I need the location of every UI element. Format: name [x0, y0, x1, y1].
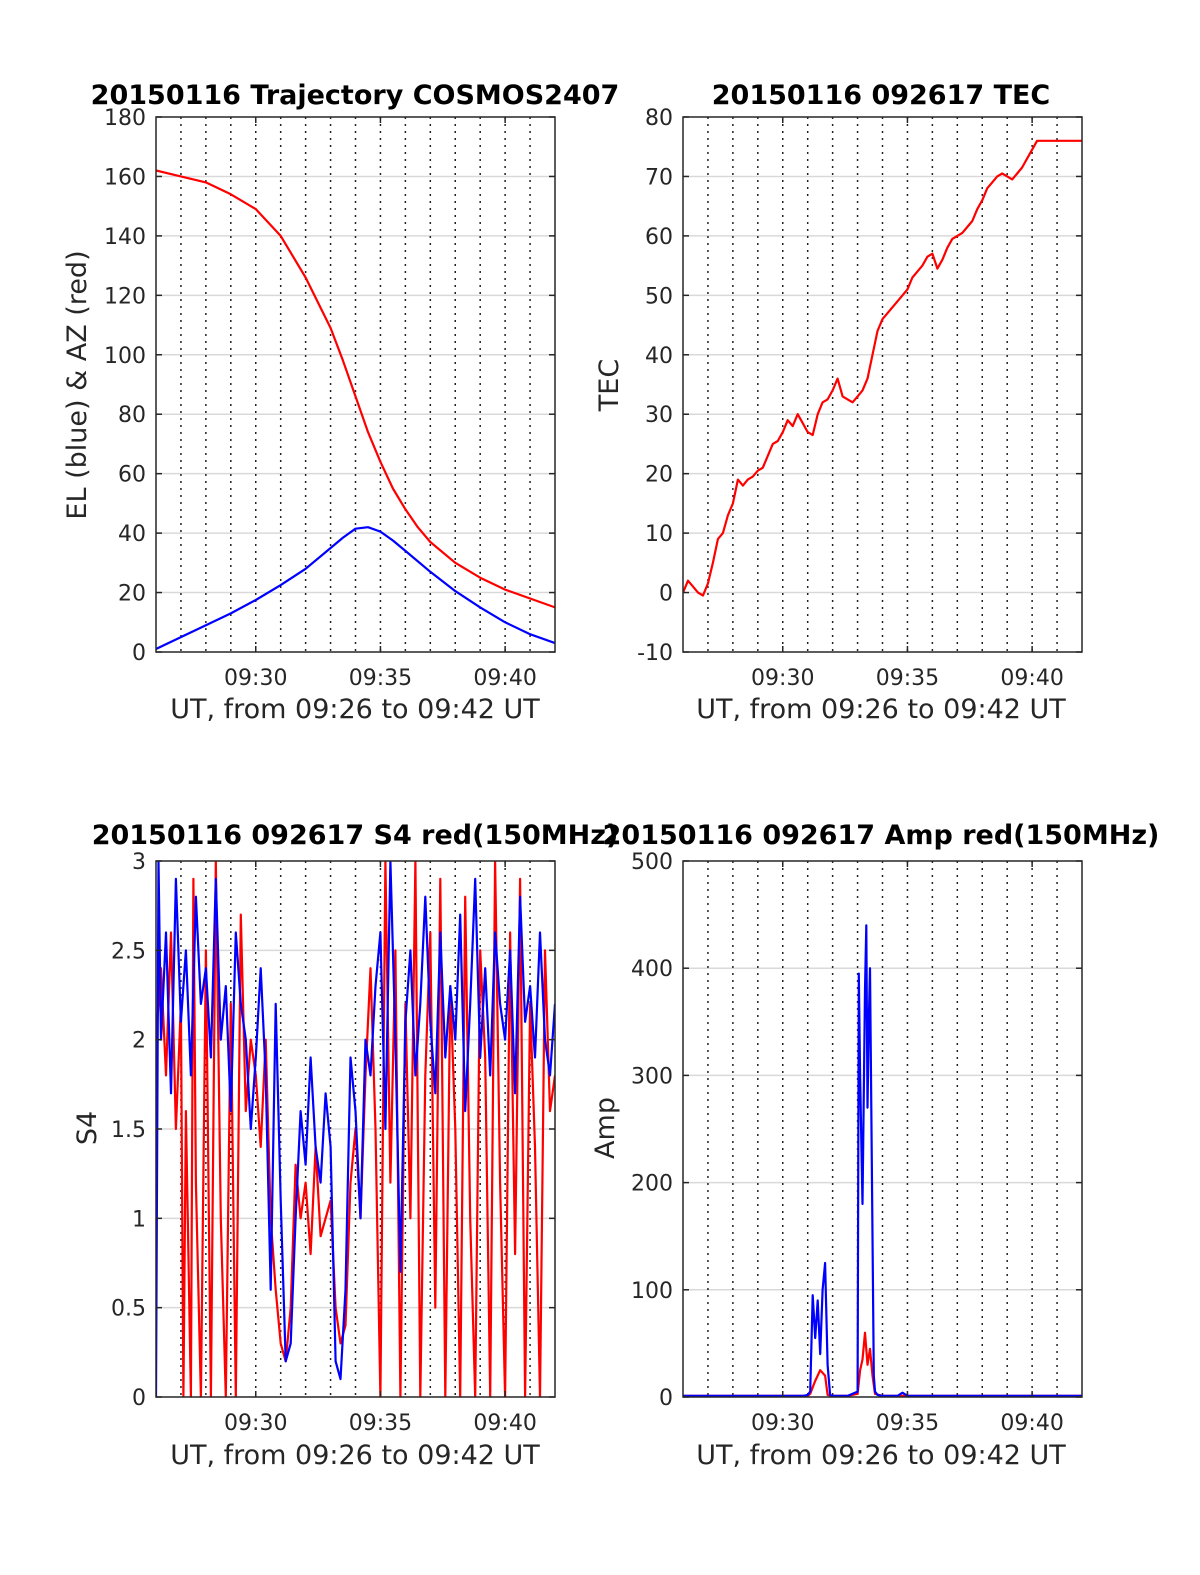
amp-ylabel: Amp — [590, 1097, 621, 1159]
tec-ytick-label: 10 — [645, 522, 673, 547]
tec-ytick-label: 0 — [659, 582, 673, 607]
s4-ytick-label: 3 — [132, 850, 146, 875]
s4-ytick-label: 1.5 — [111, 1118, 146, 1143]
s4-ytick-label: 2 — [132, 1029, 146, 1054]
trajectory-xlabel: UT, from 09:26 to 09:42 UT — [170, 694, 540, 725]
s4-ytick-label: 1 — [132, 1207, 146, 1232]
tec-axes-frame — [682, 116, 1083, 653]
amp-ytick-label: 0 — [659, 1386, 673, 1411]
trajectory-ytick-label: 20 — [118, 582, 146, 607]
trajectory-ytick-label: 80 — [118, 403, 146, 428]
tec-ytick-label: -10 — [637, 641, 673, 666]
amp-series-group — [683, 924, 1082, 1397]
s4-series-group — [156, 861, 555, 1397]
tec-series-line-0 — [683, 139, 1082, 597]
tec-ytick-label: 20 — [645, 463, 673, 488]
tec-xtick-label: 09:30 — [751, 666, 814, 691]
amp-ytick-label: 100 — [631, 1279, 673, 1304]
s4-xtick-label: 09:40 — [473, 1411, 536, 1436]
tec-title: 20150116 092617 TEC — [712, 80, 1051, 111]
trajectory-ytick-label: 180 — [104, 106, 146, 131]
amp-ytick-label: 500 — [631, 850, 673, 875]
trajectory-xtick-label: 09:35 — [349, 666, 412, 691]
trajectory-series-group — [156, 169, 555, 650]
amp-xtick-label: 09:35 — [876, 1411, 939, 1436]
s4-series-line-1 — [156, 861, 555, 1397]
amp-title: 20150116 092617 Amp red(150MHz) — [603, 820, 1160, 851]
trajectory-ytick-label: 40 — [118, 522, 146, 547]
amp-ytick-label: 400 — [631, 957, 673, 982]
trajectory-ytick-label: 60 — [118, 463, 146, 488]
tec-ytick-label: 30 — [645, 403, 673, 428]
s4-series-line-0 — [156, 861, 555, 1397]
trajectory-ytick-label: 0 — [132, 641, 146, 666]
trajectory-title: 20150116 Trajectory COSMOS2407 — [91, 80, 620, 111]
amp-xtick-label: 09:30 — [751, 1411, 814, 1436]
amp-panel: 20150116 092617 Amp red(150MHz) UT, from… — [590, 820, 1159, 1471]
trajectory-panel: 20150116 Trajectory COSMOS2407 UT, from … — [62, 80, 619, 725]
amp-xtick-label: 09:40 — [1000, 1411, 1063, 1436]
trajectory-axes-frame — [155, 116, 556, 653]
trajectory-ytick-label: 100 — [104, 344, 146, 369]
tec-series-group — [683, 139, 1082, 597]
s4-xtick-label: 09:35 — [349, 1411, 412, 1436]
trajectory-xtick-label: 09:30 — [224, 666, 287, 691]
tec-ytick-label: 70 — [645, 165, 673, 190]
tec-ytick-label: 50 — [645, 284, 673, 309]
tec-ytick-label: 40 — [645, 344, 673, 369]
trajectory-ytick-label: 140 — [104, 225, 146, 250]
s4-title: 20150116 092617 S4 red(150MHz) — [92, 820, 619, 851]
s4-xtick-label: 09:30 — [224, 1411, 287, 1436]
tec-xtick-label: 09:40 — [1000, 666, 1063, 691]
s4-panel: 20150116 092617 S4 red(150MHz) UT, from … — [72, 820, 618, 1471]
trajectory-ytick-label: 120 — [104, 284, 146, 309]
amp-ytick-label: 300 — [631, 1064, 673, 1089]
amp-xlabel: UT, from 09:26 to 09:42 UT — [696, 1440, 1066, 1471]
tec-ytick-label: 80 — [645, 106, 673, 131]
tec-ytick-label: 60 — [645, 225, 673, 250]
amp-axes-frame — [682, 860, 1083, 1398]
tec-panel: 20150116 092617 TEC UT, from 09:26 to 09… — [594, 80, 1083, 725]
s4-ytick-label: 0 — [132, 1386, 146, 1411]
trajectory-series-line-1 — [156, 526, 555, 650]
tec-ylabel: TEC — [594, 359, 625, 412]
trajectory-ylabel: EL (blue) & AZ (red) — [62, 250, 93, 519]
trajectory-xtick-label: 09:40 — [473, 666, 536, 691]
tec-xlabel: UT, from 09:26 to 09:42 UT — [696, 694, 1066, 725]
s4-ytick-label: 0.5 — [111, 1297, 146, 1322]
trajectory-ytick-label: 160 — [104, 165, 146, 190]
s4-ytick-label: 2.5 — [111, 939, 146, 964]
s4-xlabel: UT, from 09:26 to 09:42 UT — [170, 1440, 540, 1471]
amp-ytick-label: 200 — [631, 1172, 673, 1197]
trajectory-series-line-0 — [156, 169, 555, 609]
tec-xtick-label: 09:35 — [876, 666, 939, 691]
s4-ylabel: S4 — [72, 1111, 103, 1145]
amp-series-line-1 — [683, 924, 1082, 1397]
